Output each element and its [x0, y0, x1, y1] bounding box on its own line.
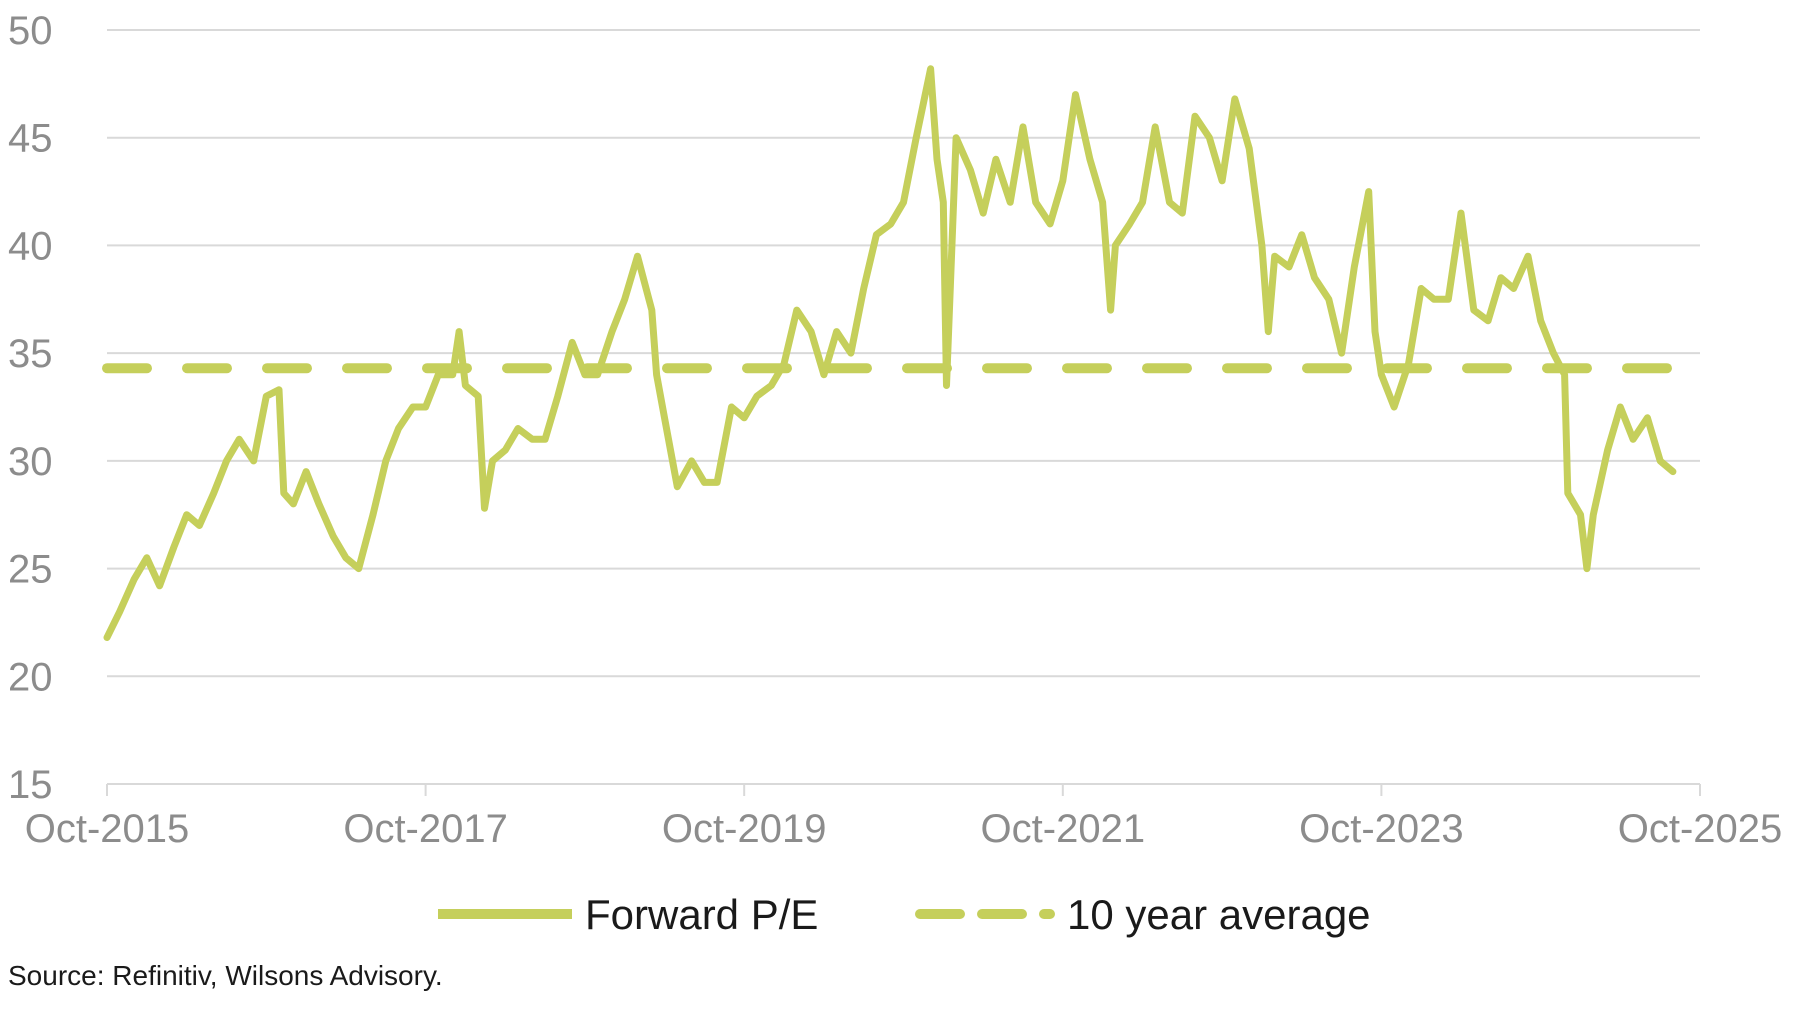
x-axis — [106, 783, 1701, 796]
x-tick-label-oct-2015: Oct-2015 — [25, 807, 190, 851]
gridlines — [107, 29, 1700, 678]
x-tick-label-oct-2019: Oct-2019 — [662, 807, 827, 851]
x-tick-label-oct-2017: Oct-2017 — [343, 807, 508, 851]
y-tick-label-45: 45 — [8, 117, 53, 161]
x-tick-label-oct-2023: Oct-2023 — [1299, 807, 1464, 851]
y-tick-label-20: 20 — [8, 655, 53, 699]
x-tick-label-oct-2021: Oct-2021 — [981, 807, 1146, 851]
y-tick-label-30: 30 — [8, 440, 53, 484]
series-layer — [102, 65, 1705, 641]
y-tick-label-40: 40 — [8, 224, 53, 268]
x-tick-label-oct-2025: Oct-2025 — [1618, 807, 1783, 851]
y-tick-label-35: 35 — [8, 332, 53, 376]
y-tick-label-25: 25 — [8, 548, 53, 592]
y-tick-label-50: 50 — [8, 9, 53, 53]
legend-label-forward-pe: Forward P/E — [585, 891, 818, 938]
legend-label-10-year-average: 10 year average — [1067, 891, 1371, 938]
x-axis-ticks: Oct-2015 Oct-2017 Oct-2019 Oct-2021 Oct-2023… — [25, 807, 1783, 851]
legend: Forward P/E 10 year average — [438, 891, 1371, 938]
source-note: Source: Refinitiv, Wilsons Advisory. — [8, 960, 443, 991]
y-axis-ticks: 15 20 25 30 35 40 45 50 — [8, 9, 53, 807]
series-line-forward-pe — [103, 65, 1677, 641]
y-tick-label-15: 15 — [8, 763, 53, 807]
